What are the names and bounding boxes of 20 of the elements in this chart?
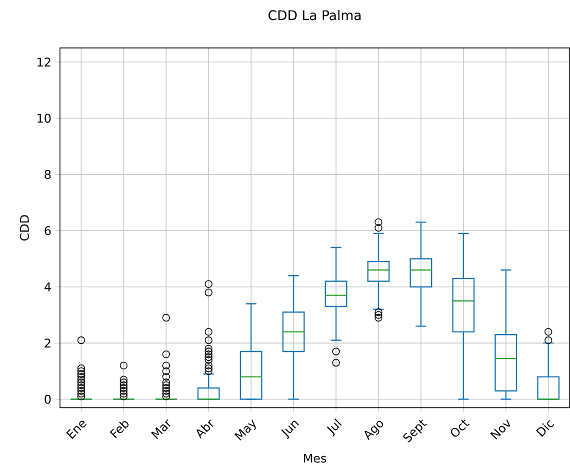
x-axis-title: Mes: [304, 454, 326, 463]
x-tick-label: Jun: [281, 420, 299, 440]
y-tick-label: 12: [38, 58, 50, 67]
x-tick-label: Feb: [110, 421, 129, 438]
x-tick-label: Mar: [151, 419, 170, 440]
x-tick-label: Jul: [326, 418, 342, 437]
x-tick-label: Nov: [490, 420, 510, 440]
chart-title: CDD La Palma: [268, 10, 361, 20]
x-tick-label: Ene: [66, 420, 87, 440]
x-tick-label: Dic: [536, 420, 554, 438]
x-tick-label: Oct: [450, 420, 470, 437]
x-tick-label: Abr: [196, 420, 214, 439]
y-tick-label: 8: [44, 170, 51, 180]
y-tick-label: 10: [38, 114, 51, 123]
y-axis-title: CDD: [20, 215, 29, 241]
y-tick-label: 0: [44, 394, 51, 404]
y-tick-label: 2: [44, 338, 50, 348]
y-tick-label: 4: [44, 282, 51, 292]
x-tick-label: Ago: [364, 421, 384, 440]
y-tick-label: 6: [44, 226, 51, 236]
